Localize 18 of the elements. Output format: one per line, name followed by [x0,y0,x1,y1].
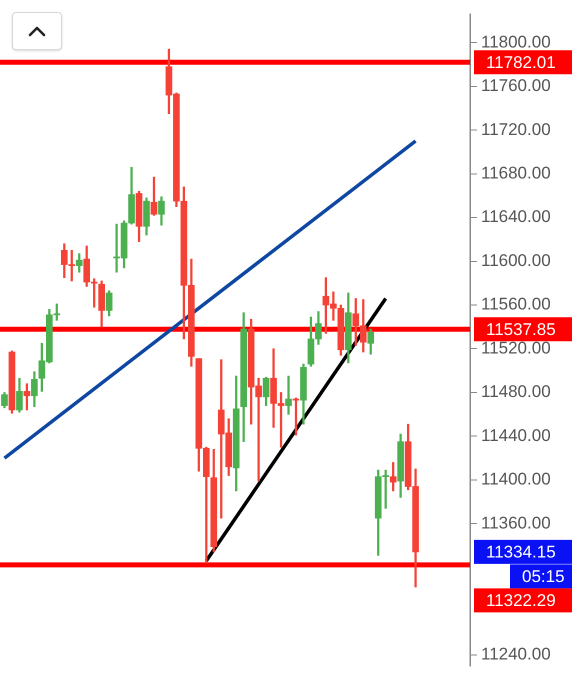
y-tick-label: 11480.00 [481,382,551,402]
text: 05:15 [522,567,565,586]
y-tick-label: 11440.00 [481,426,551,445]
y-tick-label: 11680.00 [481,164,551,183]
y-tick-label: 11520.00 [481,338,551,358]
y-tick-label: 11800.00 [481,32,551,52]
y-tick-label: 11560.00 [481,294,551,314]
ref-line-label: 11537.85 [486,320,556,339]
y-tick-label: 11600.00 [481,250,551,270]
y-tick-label: 11760.00 [481,76,551,96]
y-tick-label: 11640.00 [481,207,551,226]
y-tick-label: 11240.00 [481,644,551,664]
ref-line-label: 11782.01 [486,52,556,72]
y-tick-label: 11400.00 [481,470,551,489]
ref-line-label: 11322.29 [486,591,556,610]
y-tick-label: 11720.00 [481,120,551,139]
y-tick-label: 11360.00 [481,513,551,532]
text: 11334.15 [486,542,556,562]
